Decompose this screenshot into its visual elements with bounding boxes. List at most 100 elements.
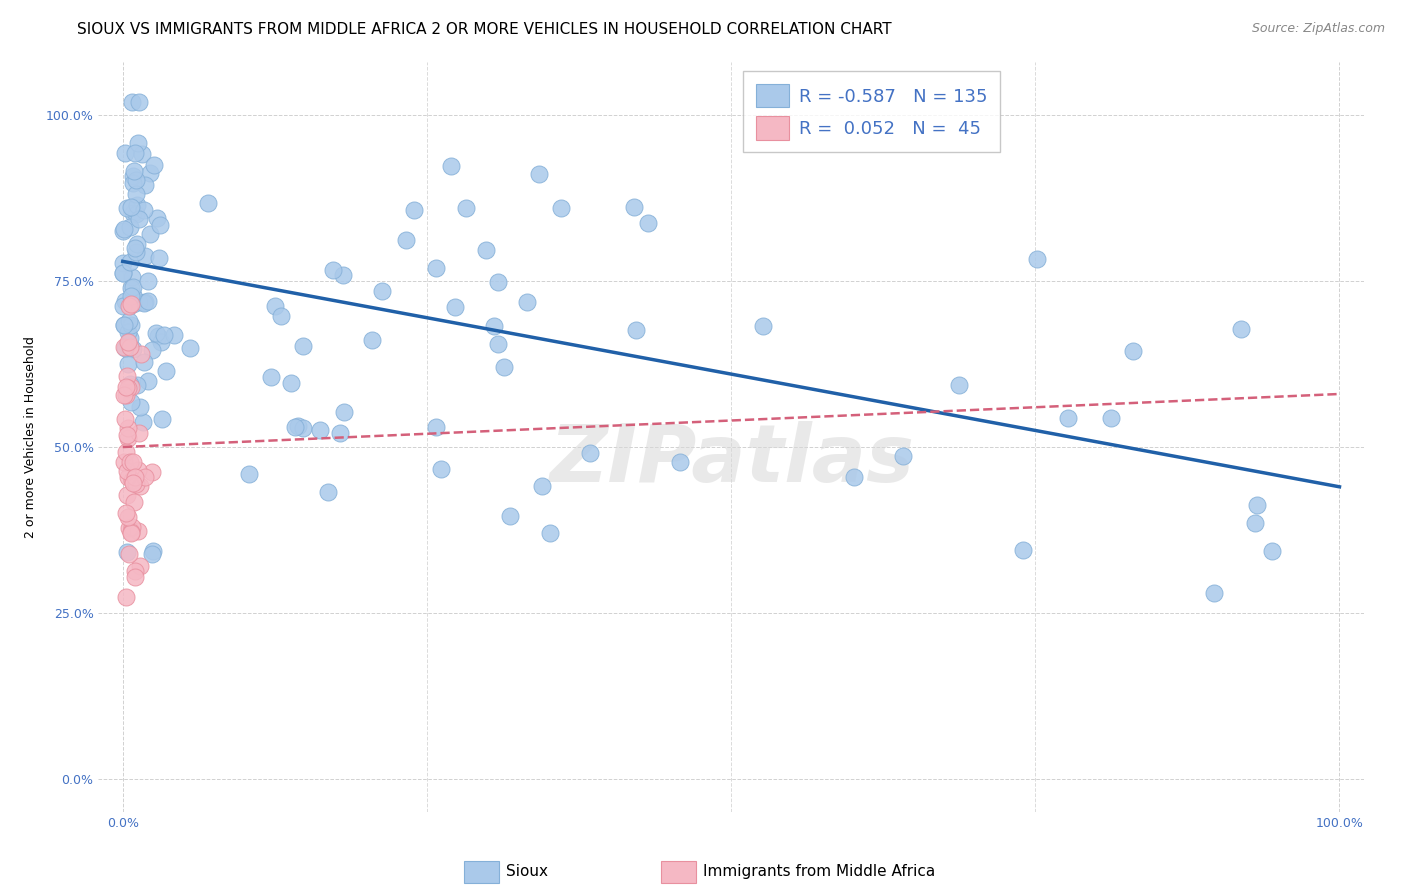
Point (371, 285, 394, 299)
Point (516, 294, 538, 309)
Point (112, 224, 135, 238)
Point (284, 419, 307, 434)
Point (842, 470, 865, 484)
Point (128, 463, 150, 477)
Point (361, 333, 384, 347)
Point (117, 510, 139, 524)
Point (117, 341, 139, 355)
Point (948, 377, 970, 392)
Point (1230, 321, 1253, 335)
Point (333, 405, 356, 419)
Point (623, 200, 645, 214)
Point (115, 445, 138, 459)
Point (125, 237, 148, 252)
Point (550, 201, 572, 215)
Point (128, 425, 150, 440)
Point (118, 314, 141, 328)
Point (129, 400, 152, 414)
Text: ZIPatlas: ZIPatlas (548, 420, 914, 499)
Point (112, 318, 135, 332)
Point (125, 477, 148, 491)
Point (112, 318, 135, 332)
Point (112, 299, 135, 313)
Point (122, 297, 145, 311)
Point (122, 342, 145, 356)
Point (120, 318, 142, 332)
Point (1012, 542, 1035, 557)
Point (124, 241, 146, 255)
Point (127, 524, 149, 538)
Point (149, 218, 172, 232)
Point (163, 327, 186, 342)
Text: Source: ZipAtlas.com: Source: ZipAtlas.com (1251, 22, 1385, 36)
Point (134, 249, 156, 263)
Point (115, 590, 138, 604)
Point (120, 200, 142, 214)
Point (118, 376, 141, 391)
Point (115, 369, 138, 384)
Point (624, 323, 647, 337)
Point (1204, 586, 1226, 600)
Point (134, 469, 156, 483)
Point (474, 243, 496, 257)
Point (1246, 498, 1268, 512)
Point (332, 268, 354, 282)
Point (538, 525, 561, 540)
Point (120, 297, 142, 311)
Point (128, 479, 150, 493)
Point (122, 163, 145, 178)
Point (141, 543, 163, 558)
Point (122, 495, 145, 509)
Point (494, 359, 516, 374)
Point (117, 432, 139, 446)
Point (153, 328, 176, 343)
Point (114, 341, 136, 355)
Point (752, 318, 775, 333)
Point (291, 421, 314, 435)
Point (117, 357, 139, 371)
Point (125, 207, 148, 221)
Point (127, 136, 149, 150)
Point (316, 485, 339, 500)
Point (120, 380, 142, 394)
Point (155, 364, 177, 378)
Point (115, 428, 138, 442)
Point (486, 337, 509, 351)
Point (115, 545, 138, 559)
Point (531, 479, 554, 493)
Point (1099, 411, 1122, 425)
Point (270, 310, 292, 324)
Point (134, 294, 156, 309)
Point (115, 488, 138, 502)
Point (132, 355, 155, 369)
Point (118, 255, 141, 269)
Point (1057, 411, 1080, 425)
Point (146, 329, 169, 343)
Point (115, 464, 138, 478)
Point (309, 423, 332, 437)
Point (118, 548, 141, 562)
Point (121, 95, 143, 110)
Point (197, 195, 219, 210)
Point (122, 169, 145, 183)
Point (117, 334, 139, 349)
Point (499, 508, 522, 523)
Point (131, 347, 153, 361)
Point (128, 558, 150, 573)
Point (440, 159, 463, 173)
Point (117, 421, 139, 435)
Point (120, 395, 142, 409)
Point (142, 158, 165, 172)
Point (1243, 516, 1265, 531)
Point (112, 455, 135, 469)
Point (121, 473, 143, 487)
Point (112, 340, 135, 354)
Point (125, 378, 148, 392)
Point (128, 295, 150, 310)
Text: Immigrants from Middle Africa: Immigrants from Middle Africa (703, 864, 935, 879)
Point (179, 341, 201, 355)
Point (118, 299, 141, 313)
Point (486, 275, 509, 289)
Point (114, 293, 136, 308)
Point (117, 326, 139, 340)
